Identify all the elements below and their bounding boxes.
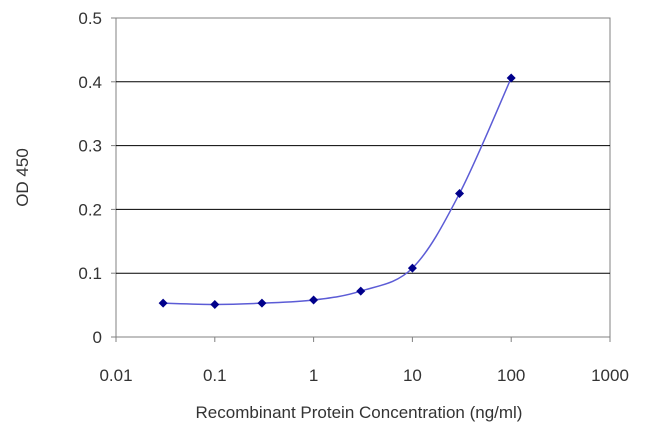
data-point-0 xyxy=(158,298,168,308)
x-axis-label: Recombinant Protein Concentration (ng/ml… xyxy=(196,403,523,422)
y-axis-ticks: 0 0.1 0.2 0.3 0.4 0.5 xyxy=(78,9,116,347)
data-points xyxy=(158,73,516,309)
x-tick-label: 0.1 xyxy=(203,366,227,385)
data-point-7 xyxy=(506,73,516,83)
data-point-3 xyxy=(309,295,319,305)
data-point-5 xyxy=(407,263,417,273)
x-tick-label: 1 xyxy=(309,366,318,385)
data-point-2 xyxy=(257,298,267,308)
y-tick-label: 0.1 xyxy=(78,264,102,283)
data-point-1 xyxy=(210,299,220,309)
y-tick-label: 0.4 xyxy=(78,73,102,92)
x-tick-label: 1000 xyxy=(591,366,629,385)
x-tick-label: 10 xyxy=(403,366,422,385)
plot-area xyxy=(115,17,611,338)
x-tick-label: 0.01 xyxy=(99,366,132,385)
y-tick-label: 0 xyxy=(93,328,102,347)
y-tick-label: 0.3 xyxy=(78,137,102,156)
y-axis-label: OD 450 xyxy=(13,148,32,207)
x-tick-label: 100 xyxy=(497,366,525,385)
gridlines xyxy=(116,81,610,274)
data-point-6 xyxy=(455,188,465,198)
data-point-4 xyxy=(356,286,366,296)
y-tick-label: 0.2 xyxy=(78,200,102,219)
y-tick-label: 0.5 xyxy=(78,9,102,28)
x-axis-ticks: 0.01 0.1 1 10 100 1000 xyxy=(99,337,629,385)
